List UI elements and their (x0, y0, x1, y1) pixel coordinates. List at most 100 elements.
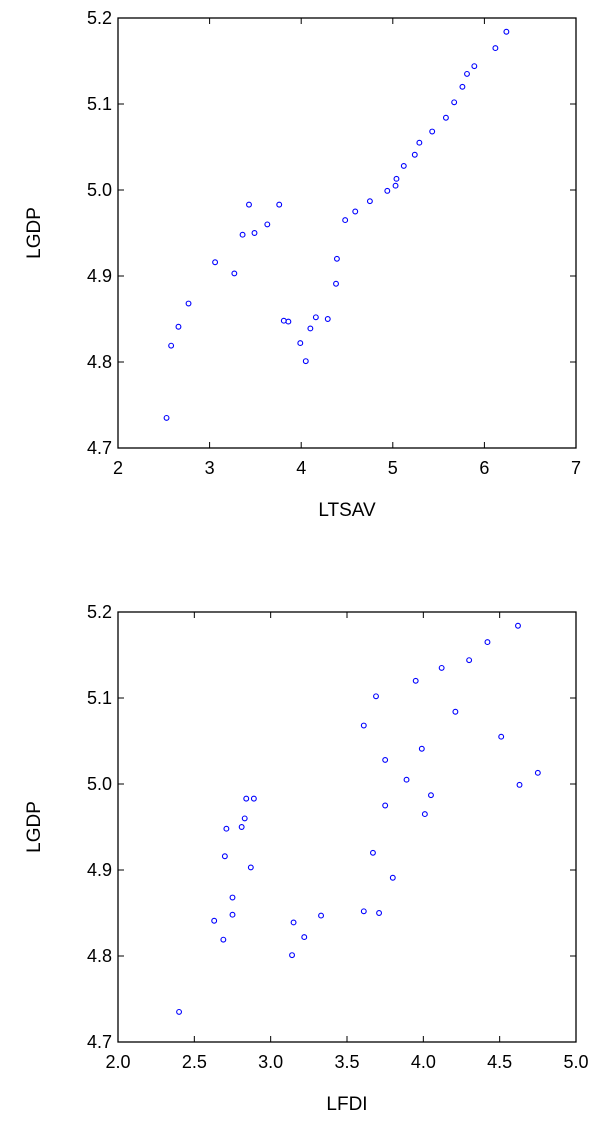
y-tick-label: 4.8 (87, 352, 112, 372)
data-point (280, 317, 287, 324)
data-point (492, 45, 499, 52)
data-point (370, 849, 376, 856)
y-tick-label: 4.9 (87, 266, 112, 286)
data-point (276, 201, 283, 208)
data-point (163, 414, 170, 421)
data-point (416, 139, 423, 146)
data-point (459, 83, 466, 90)
y-tick-label: 5.2 (87, 602, 112, 622)
data-point (176, 1008, 183, 1015)
chart-panel-2: 2.0 2.5 3.0 3.5 4.0 4.5 5.0 4.7 4.8 4.9 5.0 5.1 5.2 L… (24, 602, 589, 1115)
data-point (333, 255, 340, 262)
x-tick-label: 4 (296, 458, 306, 478)
data-point (403, 776, 410, 783)
data-point (168, 342, 175, 349)
data-point (333, 280, 339, 287)
plot-frame (117, 17, 577, 449)
x-tick-label: 3 (205, 458, 215, 478)
data-point (400, 162, 407, 169)
data-point (498, 733, 505, 740)
data-point (373, 693, 379, 700)
data-point (516, 781, 523, 788)
data-point (185, 300, 192, 307)
data-point (382, 802, 389, 809)
data-point (223, 825, 230, 832)
data-point (418, 745, 425, 752)
data-point (428, 792, 434, 799)
data-point (239, 231, 246, 238)
data-point (307, 325, 314, 332)
chart-panel-1: 2 3 4 5 6 7 4.7 4.8 4.9 5.0 5.1 5.2 LTSAV LGDP (24, 8, 581, 521)
y-tick-label: 5.0 (87, 180, 112, 200)
data-point (243, 795, 250, 802)
x-tick-label: 4.5 (487, 1052, 512, 1072)
data-point (503, 28, 510, 35)
data-point (352, 208, 359, 215)
data-point (451, 99, 458, 106)
data-point (442, 114, 449, 121)
data-point (412, 677, 419, 684)
data-point (241, 815, 248, 822)
data-point (231, 270, 238, 277)
y-tick-label: 4.8 (87, 946, 112, 966)
y-tick-label: 4.7 (87, 1032, 112, 1052)
data-point (229, 911, 236, 918)
x-tick-label: 2 (113, 458, 123, 478)
x-tick-label: 3.0 (258, 1052, 283, 1072)
data-point (382, 756, 389, 763)
y-tick-label: 4.7 (87, 438, 112, 458)
data-point (289, 952, 295, 959)
data-point (471, 63, 478, 70)
x-tick-label: 5.0 (563, 1052, 588, 1072)
data-point (229, 894, 236, 901)
data-point (484, 639, 491, 646)
data-point (290, 919, 297, 926)
data-point (238, 824, 245, 830)
data-point (324, 316, 331, 322)
data-point (302, 358, 309, 365)
x-axis-title: LTSAV (318, 500, 376, 521)
x-tick-label: 3.5 (334, 1052, 359, 1072)
data-point (301, 934, 308, 941)
data-point (264, 221, 271, 228)
data-point (250, 795, 257, 802)
x-tick-label: 4.0 (411, 1052, 436, 1072)
x-tick-label: 6 (479, 458, 489, 478)
data-point (429, 128, 436, 135)
data-point (221, 853, 228, 860)
data-point (515, 622, 521, 629)
plot-frame (117, 611, 577, 1043)
data-point (466, 657, 473, 664)
y-tick-label: 5.2 (87, 8, 112, 28)
data-point (393, 175, 400, 182)
data-point (312, 314, 319, 321)
x-tick-label: 2.5 (182, 1052, 207, 1072)
data-point (247, 864, 254, 871)
data-point (366, 198, 373, 205)
x-axis-title: LFDI (326, 1094, 367, 1115)
y-tick-label: 5.1 (87, 94, 112, 114)
data-point (342, 217, 349, 224)
x-tick-label: 5 (388, 458, 398, 478)
data-point (285, 318, 292, 325)
data-point (438, 664, 445, 671)
y-tick-label: 4.9 (87, 860, 112, 880)
data-point (411, 151, 418, 158)
data-point (452, 708, 459, 715)
data-point (360, 908, 367, 915)
data-point (421, 811, 428, 818)
data-point (389, 874, 396, 881)
y-tick-label: 5.0 (87, 774, 112, 794)
data-point (251, 230, 258, 236)
y-axis-title: LGDP (24, 207, 45, 259)
data-point (534, 769, 541, 776)
data-point (211, 917, 218, 924)
x-tick-label: 2.0 (105, 1052, 130, 1072)
data-point (297, 340, 304, 347)
data-point (220, 936, 227, 943)
data-point (360, 722, 367, 729)
data-point (175, 323, 182, 330)
data-point (318, 912, 324, 919)
data-point (464, 70, 470, 77)
